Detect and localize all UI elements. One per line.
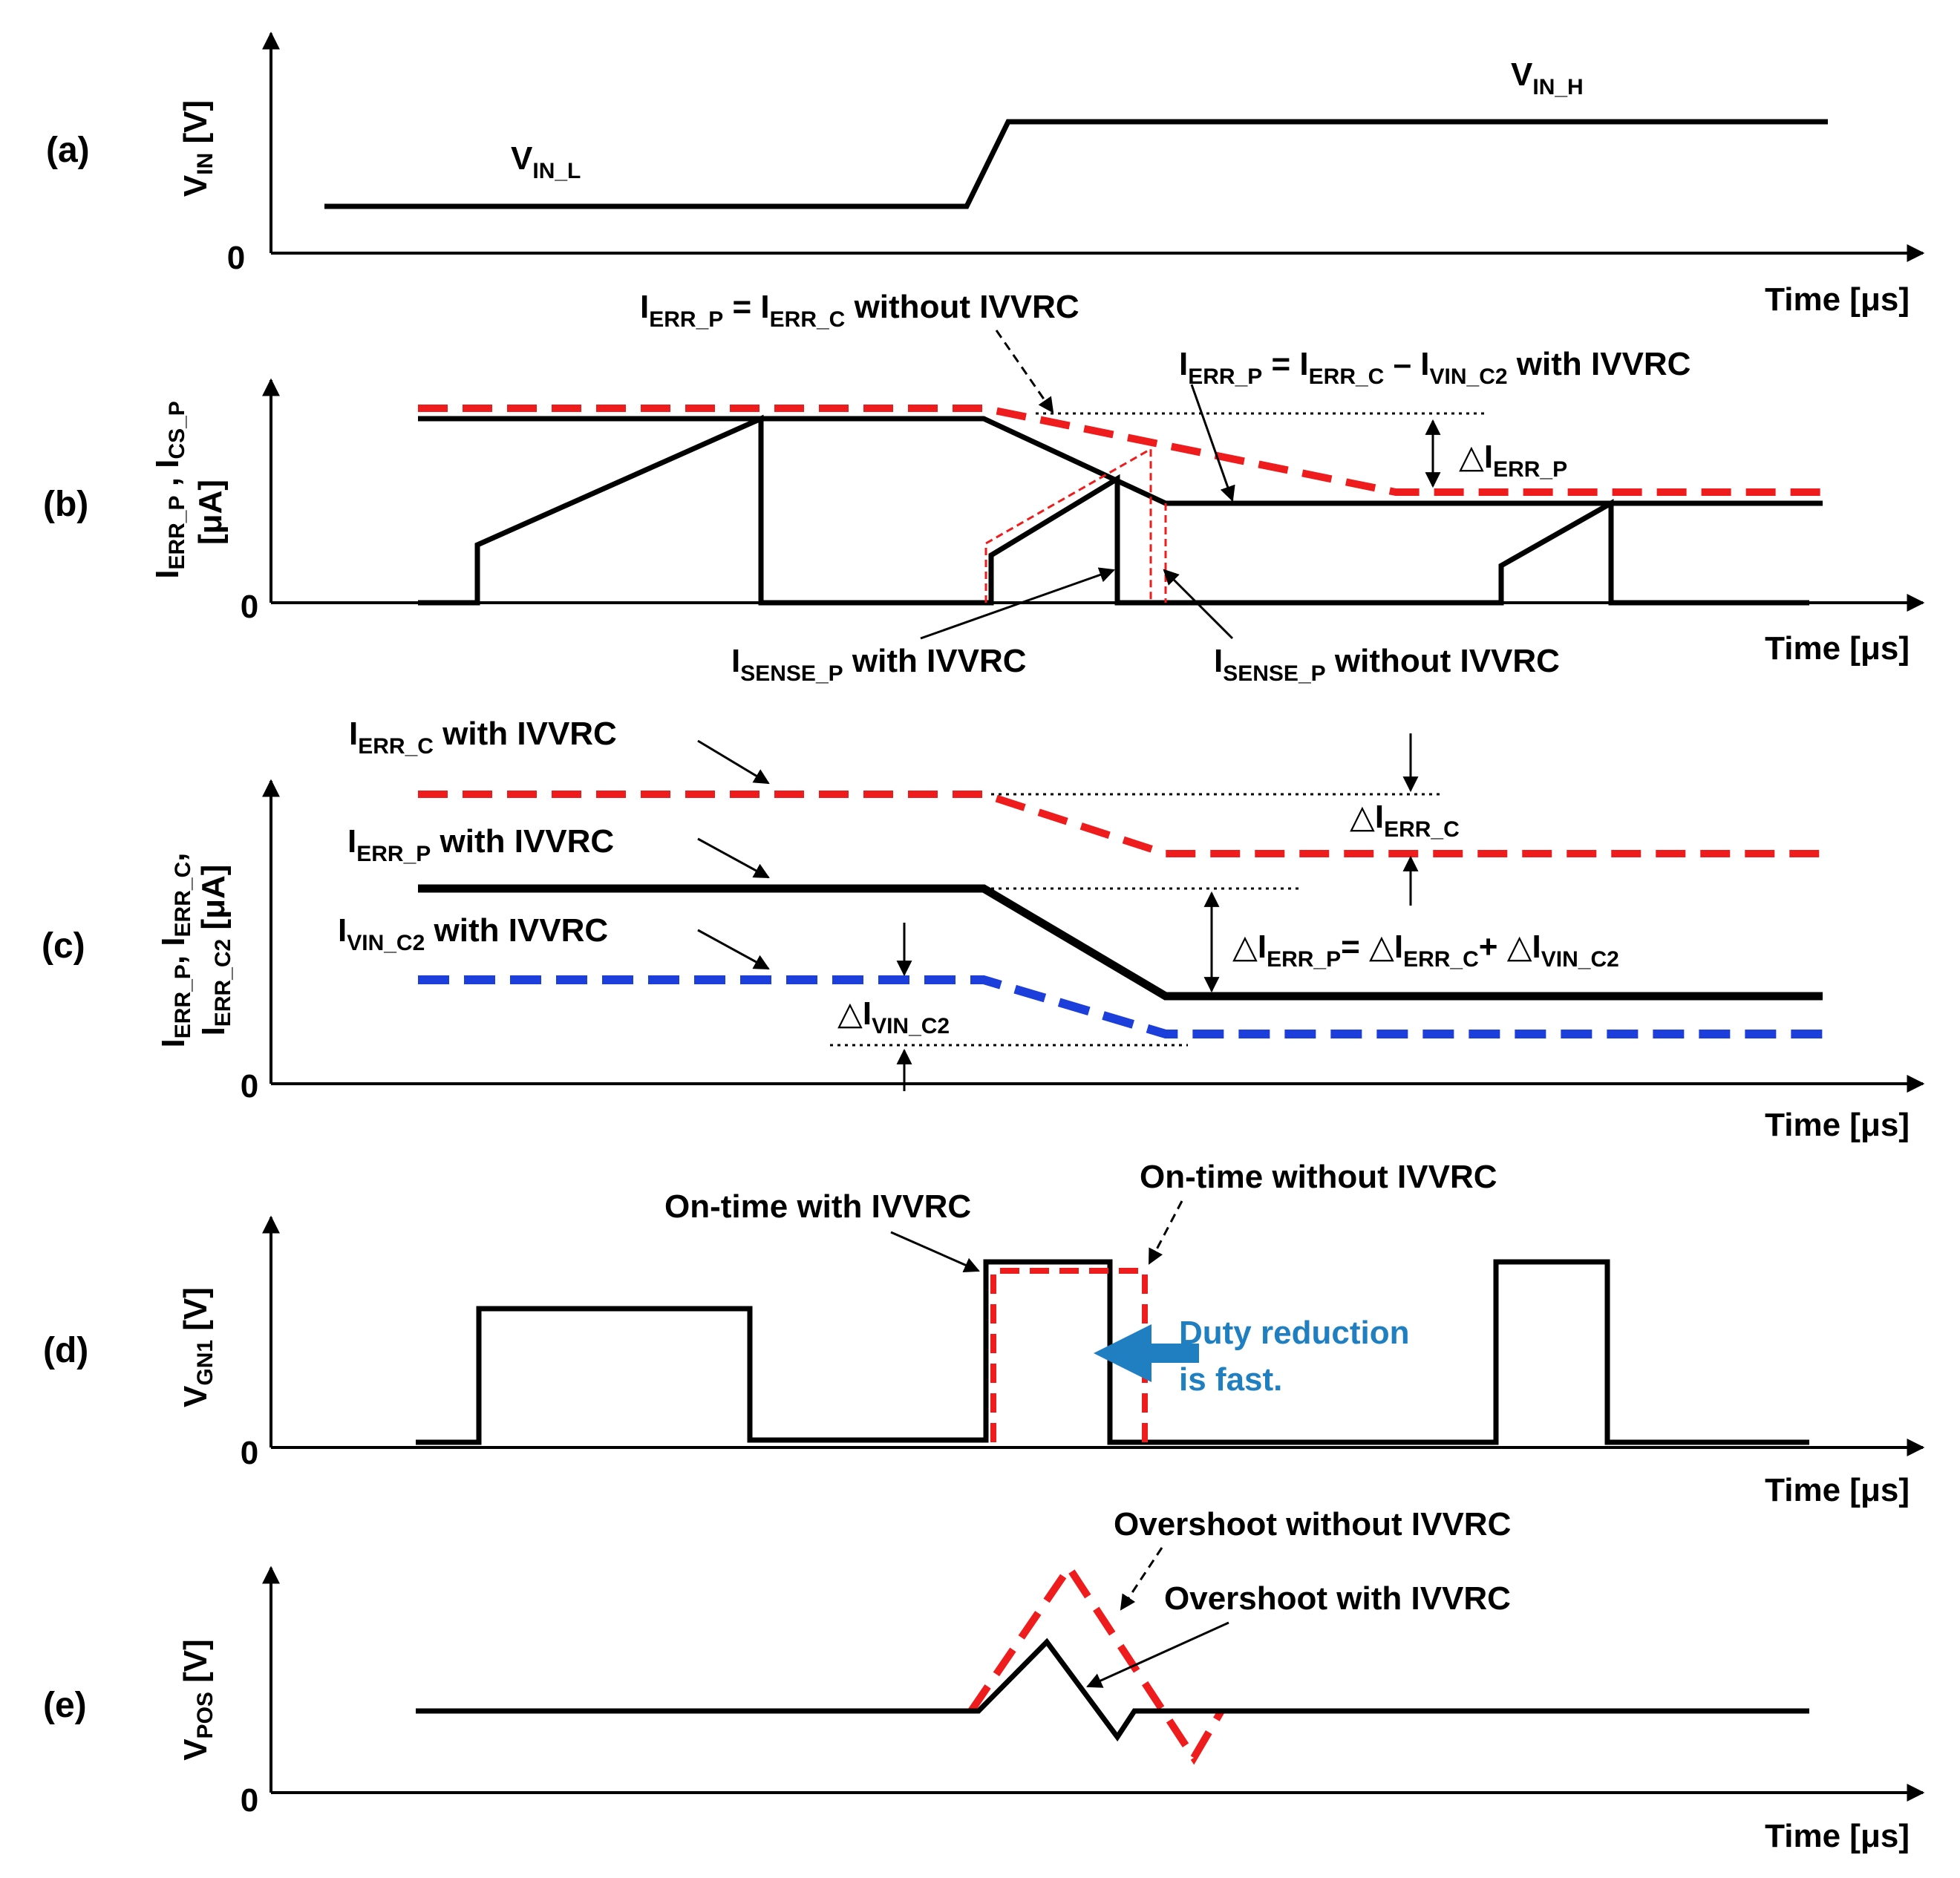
delta-ierr-p-label: △IERR_P [1459, 439, 1567, 482]
delta-ivin-c2-label: △IVIN_C2 [837, 995, 950, 1038]
vin-h-label: VIN_H [1511, 56, 1584, 99]
ann-without-arrow [995, 330, 1054, 413]
ierr-p-arrow [697, 837, 770, 879]
ierr-p-label: IERR_P with IVVRC [347, 823, 614, 866]
sense-with-label: ISENSE_P with IVVRC [731, 643, 1027, 686]
panel-e-y-label: VPOS [V] [177, 1639, 218, 1761]
vpos-red-trace [967, 1561, 1225, 1765]
on-without-label: On-time without IVVRC [1140, 1159, 1497, 1195]
panel-c: (c) IERR_P, IERR_C, IERR_C2 [μA] 0 Time … [42, 716, 1925, 1143]
over-without-label: Overshoot without IVVRC [1114, 1506, 1511, 1542]
ivin-c2-label: IVIN_C2 with IVVRC [338, 912, 608, 955]
panel-d: (d) VGN1 [V] 0 Time [μs] On-time with IV… [43, 1159, 1925, 1508]
panel-e: (e) VPOS [V] 0 Time [μs] Overshoot witho… [43, 1506, 1925, 1854]
panel-b-tag: (b) [43, 485, 88, 524]
panel-e-tag: (e) [43, 1686, 87, 1725]
over-with-arrow [1086, 1621, 1229, 1688]
panel-b-x-label: Time [μs] [1765, 630, 1910, 667]
sense-with-arrow [920, 567, 1115, 640]
panel-b-y-label-2: [μA] [192, 480, 229, 545]
ierr-c-arrow [697, 739, 770, 785]
panel-a: (a) VIN [V] 0 Time [μs] VIN_L VIN_H [46, 31, 1925, 318]
ivin-c2-arrow [697, 929, 770, 970]
vin-trace [324, 119, 1828, 209]
panel-e-x-label: Time [μs] [1765, 1818, 1910, 1854]
vin-l-label: VIN_L [511, 140, 581, 183]
ierr-p-c-trace [418, 884, 1823, 1001]
isense-p-red-trace [984, 447, 1152, 603]
panel-b-zero: 0 [241, 589, 258, 625]
panel-c-x-label: Time [μs] [1765, 1107, 1910, 1143]
vgn1-trace [416, 1259, 1809, 1445]
duty-label-1: Duty reduction [1179, 1315, 1409, 1351]
panel-c-y-label-1: IERR_P, IERR_C, [155, 853, 195, 1048]
panel-c-y-label-2: IERR_C2 [μA] [195, 865, 235, 1036]
panel-c-tag: (c) [42, 926, 85, 966]
panel-d-tag: (d) [43, 1331, 88, 1370]
panel-e-zero: 0 [241, 1782, 258, 1819]
ierr-p-red-trace [418, 405, 1823, 496]
ann-without-label: IERR_P = IERR_C without IVVRC [640, 289, 1079, 332]
duty-label-2: is fast. [1179, 1361, 1282, 1398]
on-with-arrow [890, 1231, 980, 1272]
ierr-c-label: IERR_C with IVVRC [349, 716, 617, 759]
panel-a-tag: (a) [46, 131, 90, 170]
panel-b: (b) IERR_P , ICS_P [μA] 0 Time [μs] △IER… [43, 289, 1925, 686]
vpos-trace [416, 1637, 1809, 1742]
on-with-label: On-time with IVVRC [664, 1188, 971, 1225]
sense-without-arrow [1163, 569, 1234, 640]
panel-a-x-label: Time [μs] [1765, 281, 1910, 318]
over-with-label: Overshoot with IVVRC [1164, 1580, 1511, 1617]
ivin-c2-trace [418, 975, 1823, 1038]
sense-without-label: ISENSE_P without IVVRC [1214, 643, 1560, 686]
ann-with-label: IERR_P = IERR_C – IVIN_C2 with IVVRC [1179, 346, 1690, 389]
over-without-arrow [1120, 1547, 1163, 1611]
ierr-p-trace [418, 416, 1823, 506]
delta-ierr-c-label: △IERR_C [1350, 799, 1460, 842]
panel-b-y-label-1: IERR_P , ICS_P [149, 401, 189, 579]
panel-a-zero: 0 [227, 240, 245, 276]
delta-eq-label: △IERR_P= △IERR_C+ △IVIN_C2 [1232, 929, 1619, 972]
panel-d-y-label: VGN1 [V] [177, 1287, 218, 1407]
ann-with-arrow [1190, 384, 1235, 502]
vgn1-red-trace [990, 1268, 1148, 1442]
panel-a-y-label: VIN [V] [177, 100, 218, 197]
on-without-arrow [1148, 1200, 1183, 1265]
panel-c-zero: 0 [241, 1068, 258, 1105]
ierr-c-trace [418, 791, 1823, 857]
isense-p-trace [418, 414, 1809, 606]
panel-d-x-label: Time [μs] [1765, 1472, 1910, 1508]
panel-d-zero: 0 [241, 1435, 258, 1471]
